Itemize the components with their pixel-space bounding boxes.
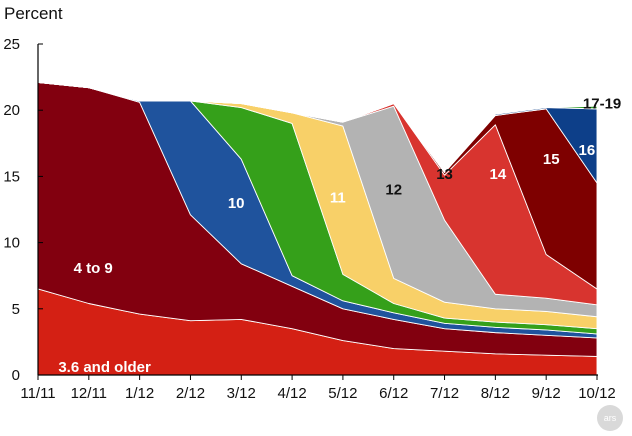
x-tick-label: 3/12 — [227, 385, 256, 402]
y-tick-label: 5 — [12, 301, 20, 318]
x-tick-label: 6/12 — [379, 385, 408, 402]
x-tick-label: 5/12 — [328, 385, 357, 402]
series-label-17-19: 17-19 — [583, 96, 621, 113]
y-tick-label: 25 — [3, 36, 20, 53]
series-label-3-6-and-older: 3.6 and older — [58, 359, 151, 376]
area-layers — [37, 81, 598, 376]
ars-logo: ars — [597, 405, 623, 431]
series-label-14: 14 — [490, 166, 507, 183]
series-label-13: 13 — [436, 166, 453, 183]
x-tick-label: 9/12 — [532, 385, 561, 402]
series-label-16: 16 — [578, 142, 595, 159]
series-label-12: 12 — [385, 182, 402, 199]
x-tick-label: 4/12 — [277, 385, 306, 402]
series-label-15: 15 — [543, 151, 560, 168]
ars-logo-text: ars — [604, 413, 617, 423]
x-tick-label: 8/12 — [481, 385, 510, 402]
y-tick-label: 15 — [3, 168, 20, 185]
x-tick-label: 7/12 — [430, 385, 459, 402]
series-labels: 3.6 and older 4 to 9 10 11 12 13 14 15 16 17-19 — [58, 96, 621, 376]
x-tick-label: 12/11 — [71, 385, 107, 402]
series-label-11: 11 — [330, 190, 346, 207]
y-axis-label: Percent — [4, 4, 63, 23]
y-tick-label: 0 — [12, 367, 20, 384]
x-tick-label: 2/12 — [176, 385, 205, 402]
series-label-4-to-9: 4 to 9 — [74, 260, 113, 277]
x-tick-label: 11/11 — [20, 385, 55, 402]
y-tick-label: 10 — [3, 235, 20, 252]
x-tick-label: 1/12 — [125, 385, 154, 402]
x-tick-label: 10/12 — [578, 385, 616, 402]
axes: 0 5 10 15 20 25 11/11 12/11 1/12 2/12 3/12 4/12 5/12… — [3, 36, 615, 402]
series-label-10: 10 — [228, 195, 245, 212]
y-tick-label: 20 — [3, 102, 20, 119]
area-17-19 — [37, 81, 598, 173]
